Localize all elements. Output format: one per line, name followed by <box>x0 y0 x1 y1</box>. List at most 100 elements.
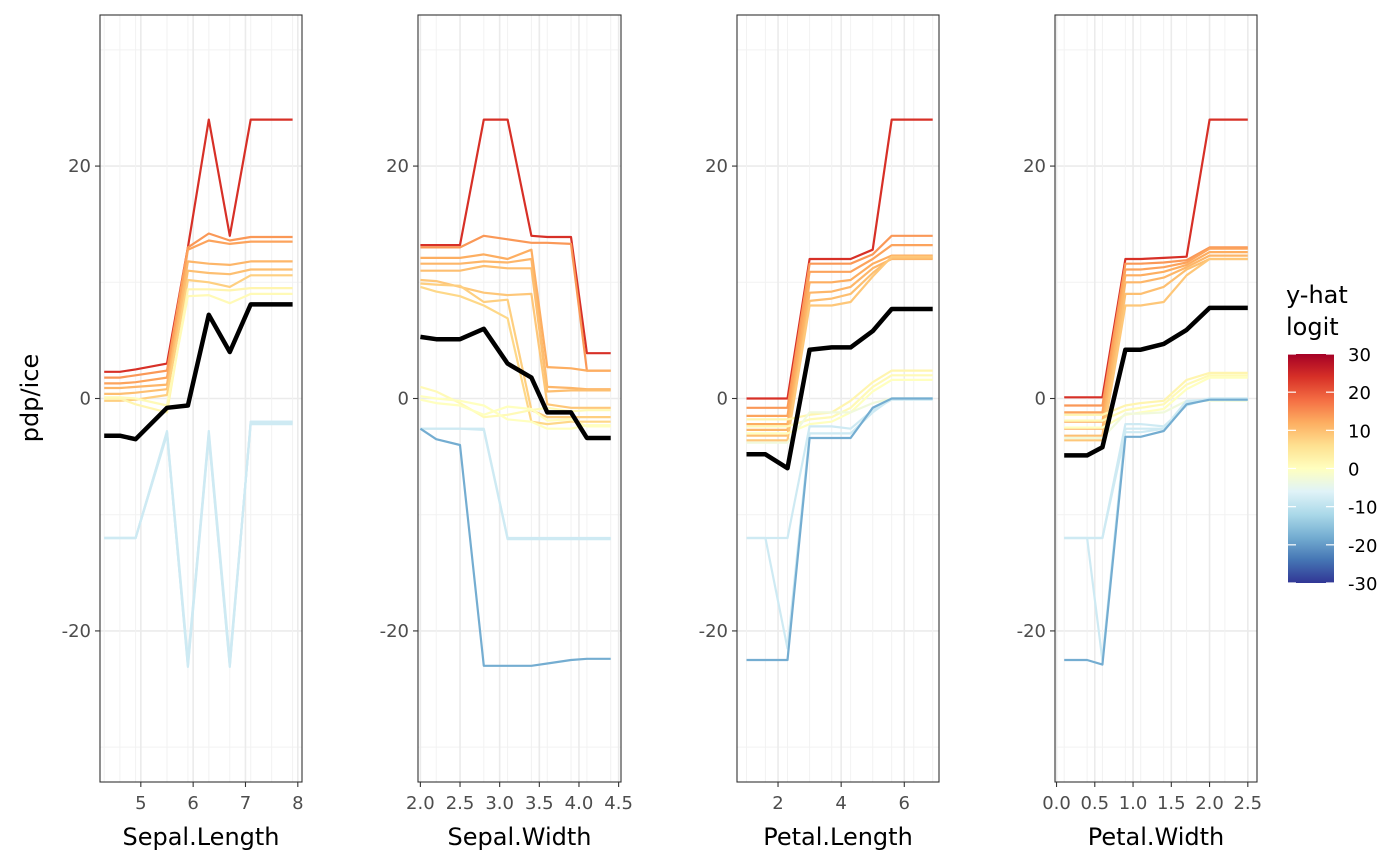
x-tick-label: 2 <box>772 793 783 814</box>
ice-line <box>1064 254 1248 430</box>
x-tick-label: 4.0 <box>565 793 594 814</box>
y-tick-label: -20 <box>62 621 91 642</box>
ice-line <box>420 385 611 419</box>
x-tick-label: 2.0 <box>1195 793 1224 814</box>
pdp-line <box>746 306 933 471</box>
color-legend: y-hat logit 30 20 10 0 -10 -20 -30 <box>1286 281 1377 595</box>
ice-line <box>420 248 611 372</box>
x-tick-label: 2.0 <box>406 793 435 814</box>
x-tick-label: 2.5 <box>446 793 475 814</box>
x-tick-label: 3.5 <box>525 793 554 814</box>
y-tick-label: -20 <box>380 621 409 642</box>
ice-line <box>1064 247 1248 414</box>
y-tick-label: 0 <box>398 389 409 410</box>
ice-line <box>420 264 611 393</box>
y-tick-label: 0 <box>80 389 91 410</box>
x-tick-label: 0.0 <box>1042 793 1071 814</box>
x-tick-label: 6 <box>187 793 198 814</box>
ice-lines <box>419 118 611 667</box>
panel-petal-width: -20 0 20 0.0 0.5 1.0 1.5 2.0 2.5 Petal.Width <box>1017 14 1262 851</box>
x-axis-title: Petal.Width <box>1088 823 1225 851</box>
ice-line <box>746 244 933 417</box>
ice-lines <box>1064 118 1248 666</box>
x-tick-label: 5 <box>135 793 146 814</box>
x-tick-label: 4.5 <box>604 793 633 814</box>
ice-line <box>420 427 611 541</box>
legend-label: -10 <box>1348 498 1377 519</box>
panel-petal-length: -20 0 20 2 4 6 Petal.Length <box>699 14 940 851</box>
ice-line <box>746 398 933 540</box>
legend-label: 30 <box>1348 345 1371 366</box>
ice-line <box>104 268 293 395</box>
legend-label: -30 <box>1348 574 1377 595</box>
ice-lines <box>746 118 933 662</box>
x-tick-label: 2.5 <box>1233 793 1262 814</box>
ice-line <box>104 118 293 373</box>
ice-line <box>420 278 611 409</box>
ice-line <box>746 118 933 400</box>
y-tick-label: -20 <box>699 621 728 642</box>
x-tick-label: 6 <box>899 793 910 814</box>
ice-line <box>1064 374 1248 422</box>
x-tick-label: 3.0 <box>485 793 514 814</box>
y-tick-label: -20 <box>1017 621 1046 642</box>
ice-line <box>104 239 293 385</box>
legend-ticks: 30 20 10 0 -10 -20 -30 <box>1288 345 1377 595</box>
x-tick-label: 7 <box>240 793 251 814</box>
ice-line <box>420 118 611 355</box>
x-axis-title: Sepal.Length <box>122 823 279 851</box>
panel-sepal-width: -20 0 20 2.0 2.5 3.0 3.5 4.0 4.5 Sepal.Width <box>380 14 633 851</box>
ice-line <box>104 420 293 669</box>
ice-line <box>746 255 933 442</box>
legend-title-line1: y-hat <box>1286 281 1348 309</box>
pdp-line <box>420 326 611 441</box>
panel-sepal-length: -20 0 20 5 6 7 8 Sepal.Length <box>62 14 304 851</box>
x-axis-title: Sepal.Width <box>448 823 592 851</box>
pdp-line <box>1064 305 1248 458</box>
y-tick-label: 20 <box>386 156 409 177</box>
y-tick-label: 20 <box>1023 156 1046 177</box>
ice-line <box>104 292 293 407</box>
ice-lines <box>104 118 293 669</box>
x-tick-label: 8 <box>292 793 303 814</box>
legend-label: 10 <box>1348 421 1371 442</box>
legend-title-line2: logit <box>1286 313 1339 341</box>
x-tick-label: 0.5 <box>1080 793 1109 814</box>
ice-line <box>746 256 933 437</box>
x-axis-title: Petal.Length <box>763 823 913 851</box>
ice-line <box>420 427 611 540</box>
ice-line <box>746 378 933 435</box>
ice-line <box>1064 118 1248 399</box>
ice-line <box>1064 376 1248 429</box>
x-tick-label: 4 <box>835 793 846 814</box>
ice-line <box>104 232 293 379</box>
ice-line <box>1064 397 1248 540</box>
legend-label: 20 <box>1348 383 1371 404</box>
ice-line <box>104 287 293 414</box>
ice-line <box>746 397 933 662</box>
ice-line <box>420 257 611 391</box>
x-tick-label: 1.5 <box>1157 793 1186 814</box>
legend-label: 0 <box>1348 460 1359 481</box>
ice-line <box>420 282 611 419</box>
ice-line <box>1064 398 1248 666</box>
y-axis-title: pdp/ice <box>16 354 44 442</box>
y-tick-label: 20 <box>705 156 728 177</box>
ice-line <box>420 234 611 372</box>
x-tick-label: 1.0 <box>1119 793 1148 814</box>
y-tick-label: 0 <box>717 389 728 410</box>
ice-line <box>1064 246 1248 407</box>
ice-line <box>1064 397 1248 662</box>
ice-line <box>419 427 611 667</box>
y-tick-label: 0 <box>1035 389 1046 410</box>
y-tick-label: 20 <box>68 156 91 177</box>
legend-label: -20 <box>1348 536 1377 557</box>
pdp-line <box>104 302 293 442</box>
ice-line <box>746 234 933 409</box>
ice-line <box>746 369 933 421</box>
ice-line <box>1064 371 1248 416</box>
ice-line <box>104 260 293 390</box>
ice-line <box>1064 257 1248 442</box>
